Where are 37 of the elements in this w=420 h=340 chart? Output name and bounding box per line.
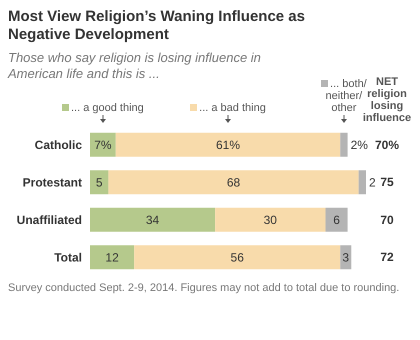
data-label: 34 (146, 212, 160, 227)
bar (340, 245, 352, 270)
data-label: 6 (333, 212, 340, 227)
data-label: 30 (264, 212, 278, 227)
bar (358, 170, 366, 194)
data-label: 2% (350, 138, 368, 152)
bar (90, 208, 216, 232)
legend-label: ... a bad thing (198, 102, 267, 116)
bar (134, 245, 340, 270)
bar (116, 132, 340, 157)
text: Survey conducted Sept. 2-9, 2014. Figures may not add to total due to rounding. (8, 282, 400, 294)
data-label: 12 (105, 250, 120, 264)
chart-title: Most View Religion’s Waning Influence as Negative Development (8, 8, 306, 44)
bar (90, 170, 108, 194)
bar (90, 245, 134, 270)
bar (340, 132, 348, 157)
data-label: 2 (369, 175, 376, 190)
data-label: 3 (342, 250, 350, 264)
text: 72 (379, 249, 395, 266)
text: 75 (380, 175, 394, 190)
data-label: 68 (226, 175, 241, 190)
y-tick-label: Catholic (34, 138, 82, 152)
chart-subtitle: Those who say religion is losing influence in American life and this is ... (8, 50, 262, 82)
text: 70% (374, 138, 400, 152)
y-tick-label: Total (54, 250, 82, 265)
bar (215, 208, 326, 232)
data-label: 7% (94, 138, 112, 152)
legend-label: ... a good thing (70, 102, 145, 116)
y-tick-label: Unaffiliated (16, 213, 82, 228)
text: 70 (379, 212, 395, 228)
bar (90, 132, 116, 157)
data-label: 61% (216, 138, 240, 152)
bar (108, 170, 359, 194)
data-label: 5 (96, 175, 103, 190)
y-tick-label: Protestant (22, 176, 82, 190)
data-label: 56 (230, 250, 244, 264)
bar (326, 208, 348, 232)
